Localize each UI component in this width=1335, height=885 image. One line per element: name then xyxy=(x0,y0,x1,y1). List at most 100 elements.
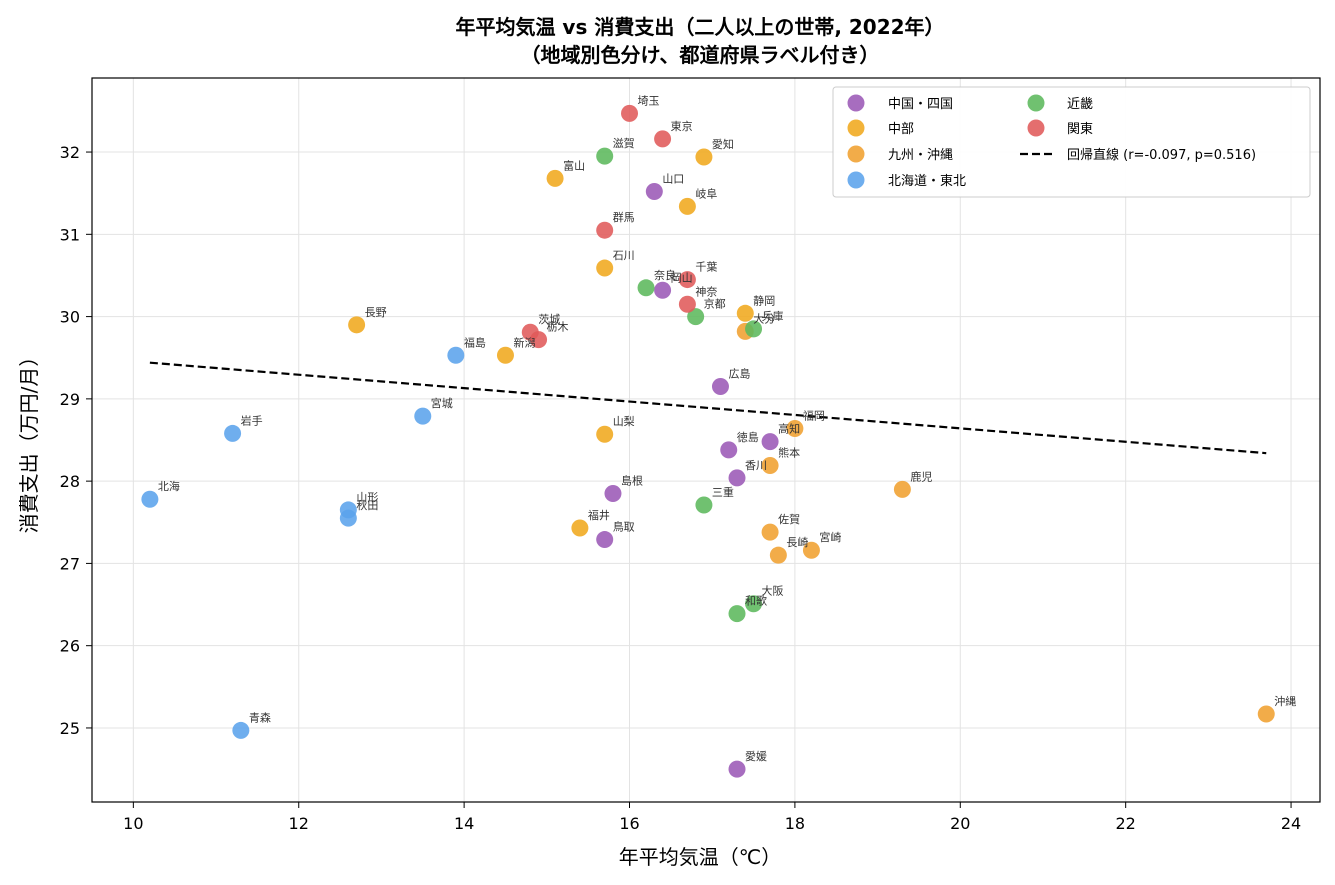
point-label: 山形 xyxy=(356,491,378,504)
y-tick-label: 31 xyxy=(60,225,80,244)
point-label: 新潟 xyxy=(513,335,535,349)
point-label: 高知 xyxy=(778,422,800,436)
point-label: 兵庫 xyxy=(762,309,784,323)
chart-title: 年平均気温 vs 消費支出（二人以上の世帯, 2022年） xyxy=(455,15,944,39)
data-point xyxy=(728,605,746,623)
axes: 10 12 14 16 18 20 22 24 25 26 27 28 29 30 31 32 xyxy=(60,77,1321,833)
point-label: 長崎 xyxy=(786,535,808,549)
point-label: 千葉 xyxy=(695,260,717,274)
data-point xyxy=(596,147,614,165)
data-point xyxy=(621,104,639,122)
point-label: 山口 xyxy=(662,173,684,186)
data-point xyxy=(496,346,514,364)
point-label: 大阪 xyxy=(762,584,784,598)
data-point xyxy=(786,419,804,437)
data-point xyxy=(761,433,779,451)
data-point xyxy=(546,169,564,187)
x-tick-label: 10 xyxy=(123,814,143,833)
point-label: 沖縄 xyxy=(1274,694,1296,708)
data-point xyxy=(728,760,746,778)
data-point xyxy=(596,259,614,277)
data-point xyxy=(1257,705,1275,723)
data-point xyxy=(654,130,672,148)
point-label: 鳥取 xyxy=(613,520,635,534)
point-label: 鹿児 xyxy=(910,469,932,483)
data-point xyxy=(141,490,159,508)
grid-lines xyxy=(92,78,1320,802)
data-point xyxy=(654,281,672,299)
y-tick-label: 30 xyxy=(60,308,80,327)
chart-title-group: 年平均気温 vs 消費支出（二人以上の世帯, 2022年） （地域別色分け、都道… xyxy=(455,15,944,67)
legend-label: 関東 xyxy=(1067,121,1093,137)
regression-line xyxy=(149,361,1267,455)
y-tick-label: 26 xyxy=(60,637,80,656)
point-label: 石川 xyxy=(613,249,635,262)
point-label: 栃木 xyxy=(547,320,569,334)
point-label: 福島 xyxy=(464,335,486,349)
x-tick-label: 24 xyxy=(1281,814,1301,833)
legend-marker xyxy=(1027,119,1045,137)
point-label: 山梨 xyxy=(613,414,635,428)
point-label: 北海 xyxy=(158,479,180,493)
legend-label: 九州・沖縄 xyxy=(888,148,953,163)
point-label: 福井 xyxy=(588,508,610,522)
x-tick-label: 14 xyxy=(454,814,474,833)
point-label: 東京 xyxy=(671,119,693,133)
point-label: 神奈 xyxy=(695,284,717,298)
point-label: 岡山 xyxy=(671,271,693,284)
data-point xyxy=(745,320,763,338)
point-label: 和歌 xyxy=(745,594,767,608)
point-label: 茨城 xyxy=(538,312,560,326)
legend-label: 中部 xyxy=(888,122,914,137)
point-label: 佐賀 xyxy=(778,512,800,526)
y-tick-label: 27 xyxy=(60,554,80,573)
data-point xyxy=(736,304,754,322)
x-tick-label: 16 xyxy=(619,814,639,833)
point-label: 香川 xyxy=(745,459,767,472)
data-point xyxy=(761,457,779,475)
legend-marker xyxy=(1027,94,1045,112)
data-point xyxy=(596,531,614,549)
point-label: 群馬 xyxy=(613,210,635,224)
data-point xyxy=(678,295,696,313)
data-point xyxy=(695,148,713,166)
legend-label: 北海道・東北 xyxy=(888,173,966,189)
legend-marker xyxy=(847,145,865,163)
point-label: 奈良 xyxy=(654,268,676,282)
point-label: 青森 xyxy=(249,710,271,724)
data-point xyxy=(224,424,242,442)
point-label: 滋賀 xyxy=(613,137,635,150)
data-point xyxy=(530,331,548,349)
data-point xyxy=(893,480,911,498)
legend-marker xyxy=(847,119,865,137)
data-point xyxy=(720,441,738,459)
x-tick-label: 22 xyxy=(1115,814,1135,833)
data-point xyxy=(596,221,614,239)
x-tick-label: 18 xyxy=(785,814,805,833)
point-label: 宮城 xyxy=(431,396,453,410)
data-point xyxy=(678,197,696,215)
y-tick-label: 29 xyxy=(60,390,80,409)
data-point xyxy=(769,546,787,564)
data-point xyxy=(447,346,465,364)
data-point xyxy=(802,541,820,559)
y-axis-label: 消費支出（万円/月） xyxy=(17,347,41,534)
point-label: 福岡 xyxy=(803,408,825,422)
y-tick-label: 28 xyxy=(60,472,80,491)
legend-label: 回帰直線 (r=-0.097, p=0.516) xyxy=(1067,147,1256,163)
point-label: 富山 xyxy=(563,158,585,172)
legend-frame xyxy=(832,86,1311,198)
data-point xyxy=(745,595,763,613)
legend-label: 中国・四国 xyxy=(888,97,953,112)
data-point xyxy=(711,378,729,396)
point-label: 秋田 xyxy=(356,498,378,512)
point-label: 長野 xyxy=(365,306,387,319)
point-label: 静岡 xyxy=(753,293,775,307)
data-point xyxy=(596,425,614,443)
point-label: 岩手 xyxy=(241,413,263,427)
data-point xyxy=(232,721,250,739)
data-points xyxy=(141,104,1275,778)
